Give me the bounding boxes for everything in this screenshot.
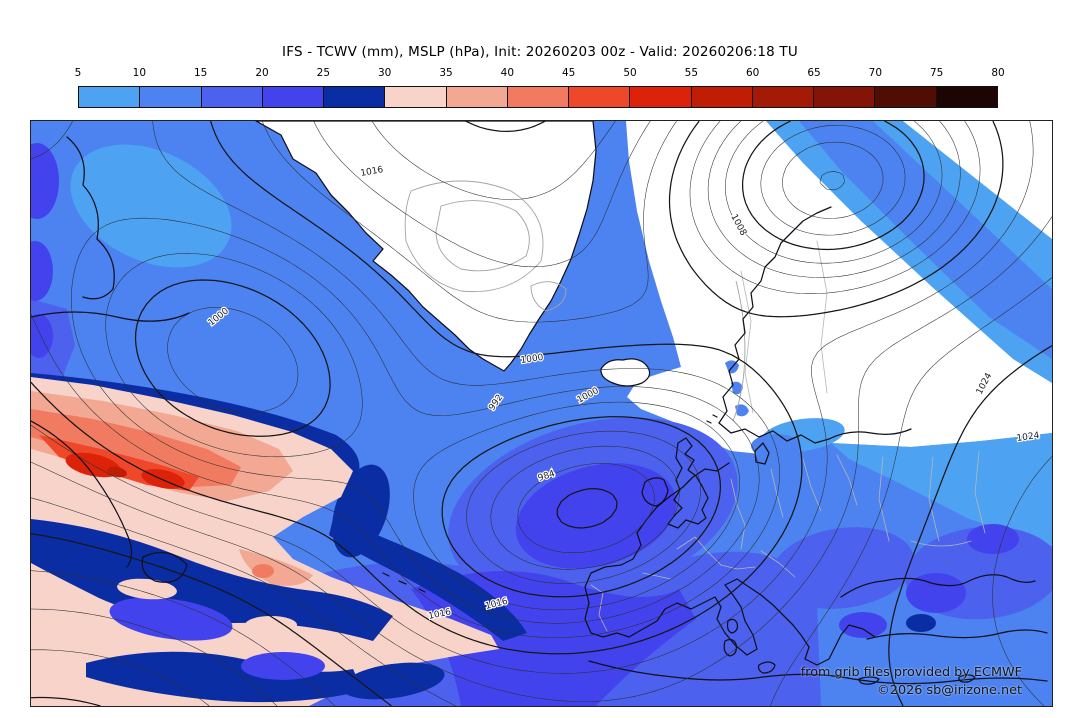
sicily-coastline xyxy=(757,661,776,674)
colorbar-segment-70-75 xyxy=(874,87,936,107)
colorbar-segment-75-80 xyxy=(935,87,997,107)
hudson-strait-coastline xyxy=(31,311,190,322)
isobar-label: 1000 xyxy=(520,353,544,366)
colorbar-tick: 20 xyxy=(255,67,269,79)
colorbar-tick: 70 xyxy=(868,67,883,79)
norway-coastline xyxy=(718,206,832,424)
colorbar-tick: 5 xyxy=(74,67,82,79)
attribution-source: from grib files provided by ECMWF xyxy=(800,665,1022,680)
denmark-coastline xyxy=(754,442,770,465)
colorbar-segment-40-45 xyxy=(506,87,569,107)
colorbar-segment-45-50 xyxy=(568,87,630,107)
colorbar-tick: 25 xyxy=(316,67,331,79)
colorbar-segment-5-10 xyxy=(79,87,140,107)
iceland-coastline xyxy=(600,358,651,387)
colorbar-segment-30-35 xyxy=(384,87,446,107)
colorbar-tick: 60 xyxy=(745,67,760,79)
colorbar-segment-20-25 xyxy=(261,87,324,107)
europe-coastline xyxy=(584,462,876,666)
colorbar: 5 10 15 20 25 30 35 40 45 50 55 60 65 70 75 80 xyxy=(74,66,1005,108)
cyprus-coastline xyxy=(958,674,976,683)
corsica-coastline xyxy=(726,618,739,634)
country-borders xyxy=(590,240,986,632)
colorbar-tick: 80 xyxy=(991,67,1005,79)
baffin-coastline xyxy=(66,136,115,300)
page-title: IFS - TCWV (mm), MSLP (hPa), Init: 20260… xyxy=(282,44,798,60)
shetland-islands xyxy=(706,414,718,424)
mslp-isobars xyxy=(31,121,1052,706)
colorbar-segment-65-70 xyxy=(813,87,875,107)
labrador-coastline xyxy=(31,420,133,568)
azores-islands xyxy=(382,572,426,593)
colorbar-segment-25-30 xyxy=(323,87,385,107)
colorbar-tick: 40 xyxy=(500,67,515,79)
colorbar-segment-55-60 xyxy=(690,87,752,107)
colorbar-segments xyxy=(78,86,998,108)
attribution-copyright: ©2026 sb@irizone.net xyxy=(877,683,1022,698)
colorbar-tick: 45 xyxy=(561,67,576,79)
colorbar-tick: 50 xyxy=(623,67,637,79)
sardinia-coastline xyxy=(723,638,737,657)
colorbar-tick: 10 xyxy=(132,67,147,79)
colorbar-tick-labels: 5 10 15 20 25 30 35 40 45 50 55 60 65 70 75 80 xyxy=(74,66,1005,81)
colorbar-segment-60-65 xyxy=(751,87,814,107)
colorbar-tick: 15 xyxy=(193,67,208,79)
colorbar-segment-35-40 xyxy=(445,87,507,107)
anatolia-coastline xyxy=(866,629,1048,640)
ireland-coastline xyxy=(641,477,669,507)
colorbar-segment-50-55 xyxy=(629,87,691,107)
map-canvas: 1016 1000 1000 1000 992 984 1008 1024 10… xyxy=(31,121,1052,706)
colorbar-segment-15-20 xyxy=(200,87,262,107)
newfoundland-coastline xyxy=(141,551,188,583)
coastlines xyxy=(31,136,1048,685)
black-sea-coastline xyxy=(840,574,1036,598)
greenland-coastline xyxy=(255,121,597,372)
isobar-label: 1024 xyxy=(1016,431,1040,444)
colorbar-tick: 30 xyxy=(377,67,392,79)
colorbar-tick: 75 xyxy=(929,67,944,79)
colorbar-segment-10-15 xyxy=(139,87,201,107)
colorbar-tick: 35 xyxy=(439,67,453,79)
colorbar-tick: 55 xyxy=(684,67,699,79)
colorbar-tick: 65 xyxy=(807,67,821,79)
africa-coastline xyxy=(588,660,1048,685)
baltic-coastline xyxy=(718,422,912,444)
crete-coastline xyxy=(858,676,880,685)
map-frame: 1016 1000 1000 1000 992 984 1008 1024 10… xyxy=(30,120,1053,707)
greenland-elevation-contours xyxy=(404,180,746,422)
